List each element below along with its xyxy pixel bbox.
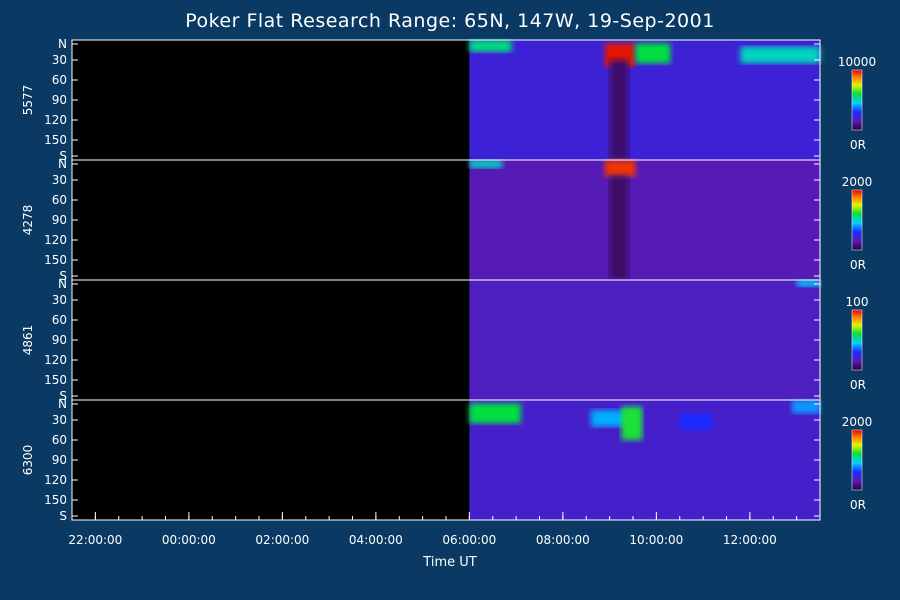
data-region bbox=[469, 160, 820, 280]
y-tick-label: S bbox=[59, 389, 67, 403]
panel-6300: N 30 60 90 120 150 S 6300 2000 0R bbox=[21, 397, 872, 523]
y-tick-label: N bbox=[58, 37, 67, 51]
y-tick-label: N bbox=[58, 277, 67, 291]
intensity-patch bbox=[791, 400, 820, 414]
colorbar-max-label: 100 bbox=[846, 295, 869, 309]
intensity-patch bbox=[635, 43, 671, 64]
colorbar bbox=[851, 189, 863, 251]
x-tick-label: 22:00:00 bbox=[68, 533, 122, 547]
panel-label: 4278 bbox=[21, 205, 35, 236]
x-tick-label: 06:00:00 bbox=[442, 533, 496, 547]
intensity-patch bbox=[609, 176, 629, 280]
y-tick-label: 150 bbox=[44, 373, 67, 387]
colorbar-max-label: 10000 bbox=[838, 55, 876, 69]
y-tick-label: 90 bbox=[52, 93, 67, 107]
intensity-patch bbox=[469, 403, 521, 424]
colorbar-min-label: 0R bbox=[850, 498, 866, 512]
intensity-patch bbox=[469, 160, 503, 168]
colorbar-min-label: 0R bbox=[850, 378, 866, 392]
x-tick-label: 08:00:00 bbox=[536, 533, 590, 547]
y-tick-label: 90 bbox=[52, 333, 67, 347]
y-tick-label: 30 bbox=[52, 173, 67, 187]
y-tick-label: 90 bbox=[52, 453, 67, 467]
x-tick-label: 04:00:00 bbox=[349, 533, 403, 547]
intensity-patch bbox=[621, 406, 643, 440]
panel-5577: N 30 60 90 120 150 S 5577 10000 0R bbox=[21, 37, 876, 163]
data-region bbox=[469, 280, 820, 400]
y-tick-label: S bbox=[59, 269, 67, 283]
intensity-patch bbox=[796, 280, 820, 287]
colorbar bbox=[851, 309, 863, 371]
y-tick-label: 150 bbox=[44, 133, 67, 147]
intensity-patch bbox=[679, 413, 713, 430]
x-tick-label: 00:00:00 bbox=[162, 533, 216, 547]
y-tick-label: N bbox=[58, 157, 67, 171]
panel-4861: N 30 60 90 120 150 S 4861 100 0R bbox=[21, 277, 868, 403]
y-tick-label: S bbox=[59, 509, 67, 523]
x-tick-label: 12:00:00 bbox=[723, 533, 777, 547]
y-tick-label: 150 bbox=[44, 493, 67, 507]
page-title: Poker Flat Research Range: 65N, 147W, 19… bbox=[185, 10, 715, 32]
y-tick-label: S bbox=[59, 149, 67, 163]
intensity-patch bbox=[469, 40, 512, 52]
colorbar bbox=[851, 69, 863, 131]
y-tick-label: 60 bbox=[52, 73, 67, 87]
y-tick-label: N bbox=[58, 397, 67, 411]
x-axis-label: Time UT bbox=[423, 555, 477, 570]
panel-4278: N 30 60 90 120 150 S 4278 2000 0R bbox=[21, 157, 872, 283]
y-tick-label: 30 bbox=[52, 53, 67, 67]
y-tick-label: 120 bbox=[44, 113, 67, 127]
y-tick-label: 60 bbox=[52, 433, 67, 447]
y-tick-label: 120 bbox=[44, 353, 67, 367]
y-tick-label: 90 bbox=[52, 213, 67, 227]
y-tick-label: 30 bbox=[52, 293, 67, 307]
y-tick-label: 60 bbox=[52, 313, 67, 327]
data-region bbox=[469, 400, 820, 520]
y-tick-label: 120 bbox=[44, 473, 67, 487]
x-tick-label: 02:00:00 bbox=[255, 533, 309, 547]
x-tick-label: 10:00:00 bbox=[629, 533, 683, 547]
intensity-patch bbox=[604, 160, 636, 177]
colorbar bbox=[851, 429, 863, 491]
y-tick-label: 120 bbox=[44, 233, 67, 247]
panel-label: 5577 bbox=[21, 85, 35, 116]
y-tick-label: 30 bbox=[52, 413, 67, 427]
intensity-patch bbox=[609, 60, 629, 160]
colorbar-max-label: 2000 bbox=[842, 415, 873, 429]
panel-label: 4861 bbox=[21, 325, 35, 356]
y-tick-label: 150 bbox=[44, 253, 67, 267]
colorbar-min-label: 0R bbox=[850, 138, 866, 152]
y-tick-label: 60 bbox=[52, 193, 67, 207]
panel-label: 6300 bbox=[21, 445, 35, 476]
colorbar-min-label: 0R bbox=[850, 258, 866, 272]
colorbar-max-label: 2000 bbox=[842, 175, 873, 189]
intensity-patch bbox=[740, 46, 820, 64]
